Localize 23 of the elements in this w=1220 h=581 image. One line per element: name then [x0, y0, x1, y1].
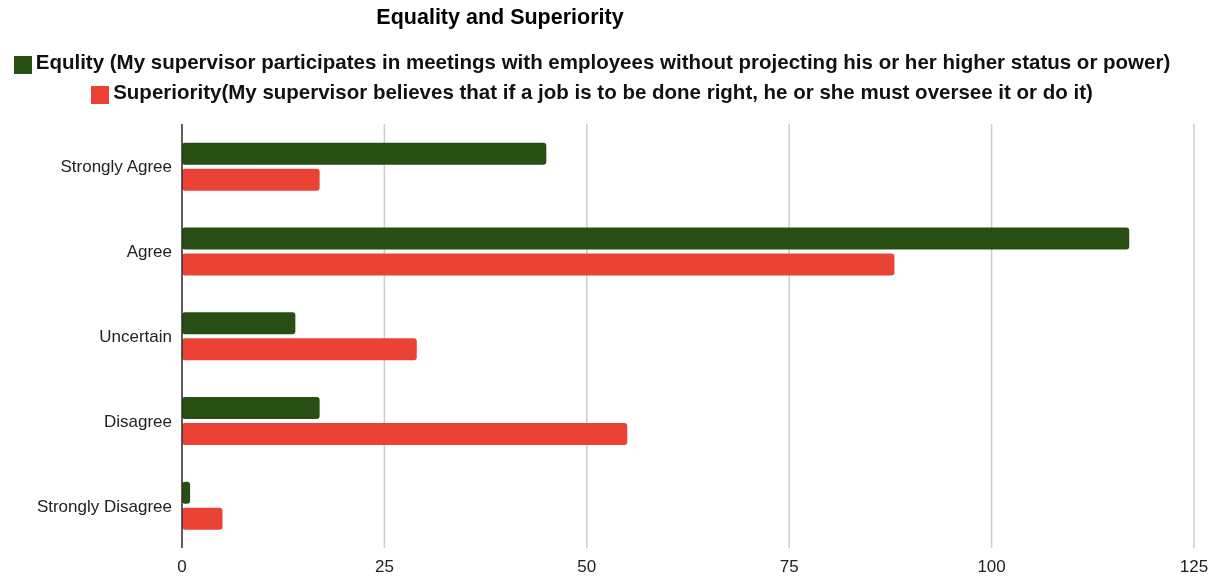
- y-tick-label: Strongly Agree: [60, 157, 172, 177]
- bar: [182, 253, 895, 276]
- x-tick-label: 125: [1179, 557, 1209, 577]
- x-tick-label: 0: [177, 557, 187, 577]
- bar: [182, 507, 223, 530]
- y-tick-label: Uncertain: [99, 327, 172, 347]
- bar: [182, 338, 417, 361]
- bar: [182, 227, 1130, 250]
- y-tick-label: Agree: [126, 242, 172, 262]
- legend-label: Equlity (My supervisor participates in meetings with employees without projecting his or her higher status or power): [35, 50, 1171, 73]
- bar: [182, 142, 547, 165]
- bar: [182, 423, 628, 446]
- bar: [182, 168, 320, 191]
- x-tick-label: 25: [374, 557, 394, 577]
- x-tick-label: 50: [577, 557, 597, 577]
- chart-title: Equality and Superiority: [375, 5, 625, 30]
- x-tick-label: 100: [977, 557, 1006, 577]
- y-tick-label: Disagree: [103, 411, 172, 431]
- y-tick-label: Strongly Disagree: [36, 496, 172, 516]
- bar: [182, 397, 320, 420]
- x-tick-label: 75: [779, 557, 799, 577]
- legend-label: Superiority(My supervisor believes that if a job is to be done right, he or she must oversee it or do it): [113, 80, 1093, 103]
- bar: [182, 312, 296, 335]
